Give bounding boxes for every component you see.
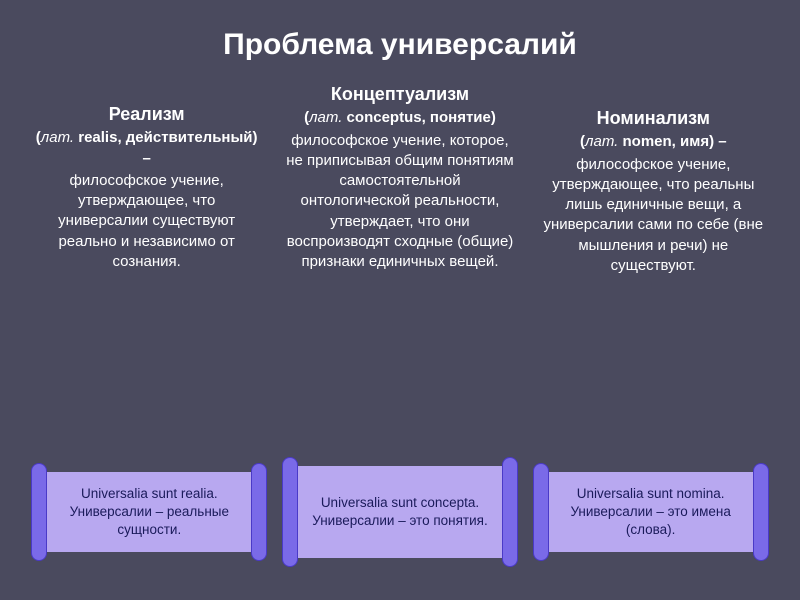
column-body: философское учение, которое, не приписыв… xyxy=(285,131,515,273)
scroll-latin: Universalia sunt realia. xyxy=(81,485,218,503)
scroll-nominalism: Universalia sunt nomina. Универсалии – э… xyxy=(541,472,761,552)
scroll-ru: Универсалии – это понятия. xyxy=(312,512,487,530)
column-subtitle: (лат. realis, действительный) – xyxy=(32,128,262,169)
scroll-conceptualism: Universalia sunt concepta. Универсалии –… xyxy=(290,466,510,558)
column-realism: Реализм (лат. realis, действительный) – … xyxy=(32,102,262,276)
column-subtitle: (лат. nomen, имя) – xyxy=(538,132,768,152)
scroll-ru: Универсалии – реальные сущности. xyxy=(59,503,239,539)
scrolls-row: Universalia sunt realia. Универсалии – р… xyxy=(0,472,800,558)
sub-latin: лат. xyxy=(585,133,618,150)
scroll-latin: Universalia sunt concepta. xyxy=(321,494,479,512)
column-heading: Реализм xyxy=(32,102,262,126)
column-body: философское учение, утверждающее, что ре… xyxy=(538,155,768,277)
column-subtitle: (лат. conceptus, понятие) xyxy=(285,108,515,128)
sub-rest: realis, действительный) – xyxy=(74,129,257,166)
page-title: Проблема универсалий xyxy=(0,0,800,82)
sub-rest: conceptus, понятие) xyxy=(342,109,495,126)
column-nominalism: Номинализм (лат. nomen, имя) – философск… xyxy=(538,106,768,276)
column-heading: Номинализм xyxy=(538,106,768,130)
columns-container: Реализм (лат. realis, действительный) – … xyxy=(0,102,800,276)
scroll-realism: Universalia sunt realia. Универсалии – р… xyxy=(39,472,259,552)
sub-rest: nomen, имя) – xyxy=(618,133,726,150)
scroll-latin: Universalia sunt nomina. xyxy=(577,485,725,503)
column-conceptualism: Концептуализм (лат. conceptus, понятие) … xyxy=(285,82,515,276)
column-body: философское учение, утверждающее, что ун… xyxy=(32,171,262,272)
column-heading: Концептуализм xyxy=(285,82,515,106)
sub-latin: лат. xyxy=(309,109,342,126)
scroll-ru: Универсалии – это имена (слова). xyxy=(561,503,741,539)
sub-latin: лат. xyxy=(41,129,74,146)
